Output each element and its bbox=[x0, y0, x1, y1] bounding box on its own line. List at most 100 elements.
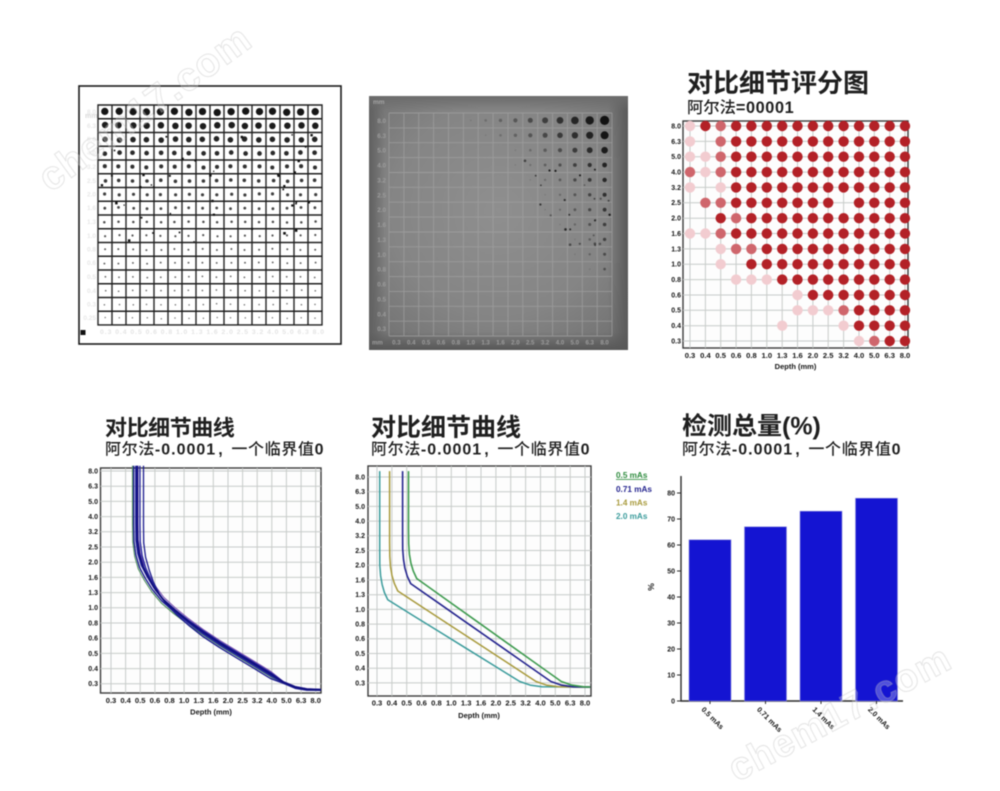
svg-text:5.0: 5.0 bbox=[87, 137, 96, 144]
svg-text:0.5: 0.5 bbox=[401, 699, 412, 708]
svg-text:5.0: 5.0 bbox=[571, 340, 580, 347]
svg-text:0.8: 0.8 bbox=[88, 620, 98, 627]
svg-text:0.3: 0.3 bbox=[685, 351, 696, 360]
svg-text:1.3: 1.3 bbox=[671, 246, 681, 253]
svg-text:2.5: 2.5 bbox=[823, 351, 834, 360]
svg-text:0.6: 0.6 bbox=[377, 282, 386, 289]
svg-text:,: , bbox=[484, 442, 488, 459]
svg-text:0.4: 0.4 bbox=[671, 323, 681, 330]
svg-text:8.0: 8.0 bbox=[671, 123, 681, 130]
svg-text:8.0: 8.0 bbox=[580, 699, 591, 708]
svg-text:0.5: 0.5 bbox=[715, 351, 726, 360]
svg-text:8.0: 8.0 bbox=[377, 118, 386, 125]
svg-text:2.0: 2.0 bbox=[671, 216, 681, 223]
svg-text:3.2: 3.2 bbox=[671, 185, 681, 192]
svg-text:2.0: 2.0 bbox=[808, 351, 819, 360]
svg-text:0.3: 0.3 bbox=[106, 696, 117, 705]
svg-text:0.6: 0.6 bbox=[355, 636, 365, 643]
svg-text:2.0: 2.0 bbox=[511, 340, 520, 347]
svg-text:1.6: 1.6 bbox=[792, 351, 803, 360]
svg-text:1.6: 1.6 bbox=[87, 205, 96, 212]
svg-text:1.0: 1.0 bbox=[762, 351, 773, 360]
svg-text:1.0: 1.0 bbox=[377, 252, 386, 259]
svg-text:0.3: 0.3 bbox=[87, 302, 96, 309]
svg-text:0.25: 0.25 bbox=[83, 315, 96, 322]
svg-text:2.0: 2.0 bbox=[88, 560, 98, 567]
svg-text:70: 70 bbox=[667, 516, 675, 523]
svg-text:1.0: 1.0 bbox=[671, 262, 681, 269]
svg-text:6.3: 6.3 bbox=[88, 484, 98, 491]
svg-text:5.0: 5.0 bbox=[869, 351, 880, 360]
svg-text:5.0: 5.0 bbox=[671, 154, 681, 161]
svg-text:0.8: 0.8 bbox=[452, 340, 461, 347]
svg-text:0.8: 0.8 bbox=[87, 247, 96, 254]
svg-text:2.5: 2.5 bbox=[671, 200, 681, 207]
svg-text:5.0: 5.0 bbox=[281, 696, 292, 705]
svg-text:6.3: 6.3 bbox=[585, 340, 594, 347]
svg-text:0.6: 0.6 bbox=[416, 699, 427, 708]
svg-text:0.4: 0.4 bbox=[387, 699, 398, 708]
svg-text:1.3: 1.3 bbox=[87, 219, 96, 226]
svg-text:0: 0 bbox=[315, 442, 325, 459]
svg-text:50: 50 bbox=[667, 568, 675, 575]
svg-text:6.3: 6.3 bbox=[355, 489, 365, 496]
svg-text:30: 30 bbox=[667, 620, 675, 627]
svg-text:1.0: 1.0 bbox=[355, 607, 365, 614]
svg-text:6.3: 6.3 bbox=[377, 133, 386, 140]
svg-text:,: , bbox=[795, 442, 799, 459]
svg-text:1.6: 1.6 bbox=[496, 340, 505, 347]
svg-text:8.0: 8.0 bbox=[88, 468, 98, 475]
svg-text:0: 0 bbox=[671, 698, 675, 705]
svg-text:%: % bbox=[646, 583, 656, 591]
svg-text:1.0: 1.0 bbox=[179, 696, 190, 705]
svg-text:1.4 mAs: 1.4 mAs bbox=[616, 499, 648, 508]
svg-text:0: 0 bbox=[581, 442, 591, 459]
svg-text:4.0: 4.0 bbox=[377, 163, 386, 170]
svg-text:1.3: 1.3 bbox=[355, 592, 365, 599]
svg-text:Depth (mm): Depth (mm) bbox=[190, 708, 232, 717]
svg-text:0.5: 0.5 bbox=[355, 651, 365, 658]
svg-text:1.0: 1.0 bbox=[88, 605, 98, 612]
svg-text:1.6: 1.6 bbox=[208, 696, 219, 705]
svg-text:6.3: 6.3 bbox=[87, 123, 96, 130]
svg-text:2.5: 2.5 bbox=[355, 548, 365, 555]
svg-text:0.3: 0.3 bbox=[671, 338, 681, 345]
svg-text:Depth (mm): Depth (mm) bbox=[458, 711, 500, 720]
svg-text:0.3: 0.3 bbox=[355, 680, 365, 687]
svg-text:3.2: 3.2 bbox=[541, 340, 550, 347]
svg-text:4.0: 4.0 bbox=[355, 519, 365, 526]
svg-text:0.6: 0.6 bbox=[731, 351, 742, 360]
svg-text:0.6: 0.6 bbox=[150, 696, 161, 705]
svg-text:0.5 mAs: 0.5 mAs bbox=[616, 471, 648, 480]
svg-text:4.0: 4.0 bbox=[671, 170, 681, 177]
svg-text:4.0: 4.0 bbox=[88, 514, 98, 521]
svg-text:5.0: 5.0 bbox=[550, 699, 561, 708]
svg-text:8.0: 8.0 bbox=[900, 351, 911, 360]
svg-text:0.5: 0.5 bbox=[135, 696, 146, 705]
svg-text:0.5: 0.5 bbox=[87, 274, 96, 281]
svg-text:6.3: 6.3 bbox=[884, 351, 895, 360]
svg-text:1.3: 1.3 bbox=[777, 351, 788, 360]
svg-text:20: 20 bbox=[667, 646, 675, 653]
svg-text:5.0: 5.0 bbox=[377, 148, 386, 155]
svg-text:0.8: 0.8 bbox=[746, 351, 757, 360]
svg-text:80: 80 bbox=[667, 490, 675, 497]
svg-text:=00001: =00001 bbox=[736, 99, 794, 117]
svg-text:2.0 mAs: 2.0 mAs bbox=[616, 512, 648, 521]
svg-text:1.6: 1.6 bbox=[355, 577, 365, 584]
svg-text:4.0: 4.0 bbox=[267, 696, 278, 705]
svg-text:0.4: 0.4 bbox=[88, 666, 98, 673]
svg-text:mm: mm bbox=[85, 113, 97, 120]
svg-text:0.6: 0.6 bbox=[671, 292, 681, 299]
svg-text:6.3: 6.3 bbox=[296, 696, 307, 705]
svg-text:-0.0001: -0.0001 bbox=[155, 442, 216, 459]
svg-text:0.8: 0.8 bbox=[431, 699, 442, 708]
svg-text:0.5 mAs: 0.5 mAs bbox=[700, 705, 726, 731]
svg-text:5.0: 5.0 bbox=[355, 504, 365, 511]
svg-text:2.5: 2.5 bbox=[377, 192, 386, 199]
svg-text:0: 0 bbox=[892, 442, 902, 459]
svg-text:0.5: 0.5 bbox=[671, 308, 681, 315]
svg-text:0.3: 0.3 bbox=[392, 340, 401, 347]
svg-text:0.6: 0.6 bbox=[88, 636, 98, 643]
svg-text:3.2: 3.2 bbox=[377, 178, 386, 185]
